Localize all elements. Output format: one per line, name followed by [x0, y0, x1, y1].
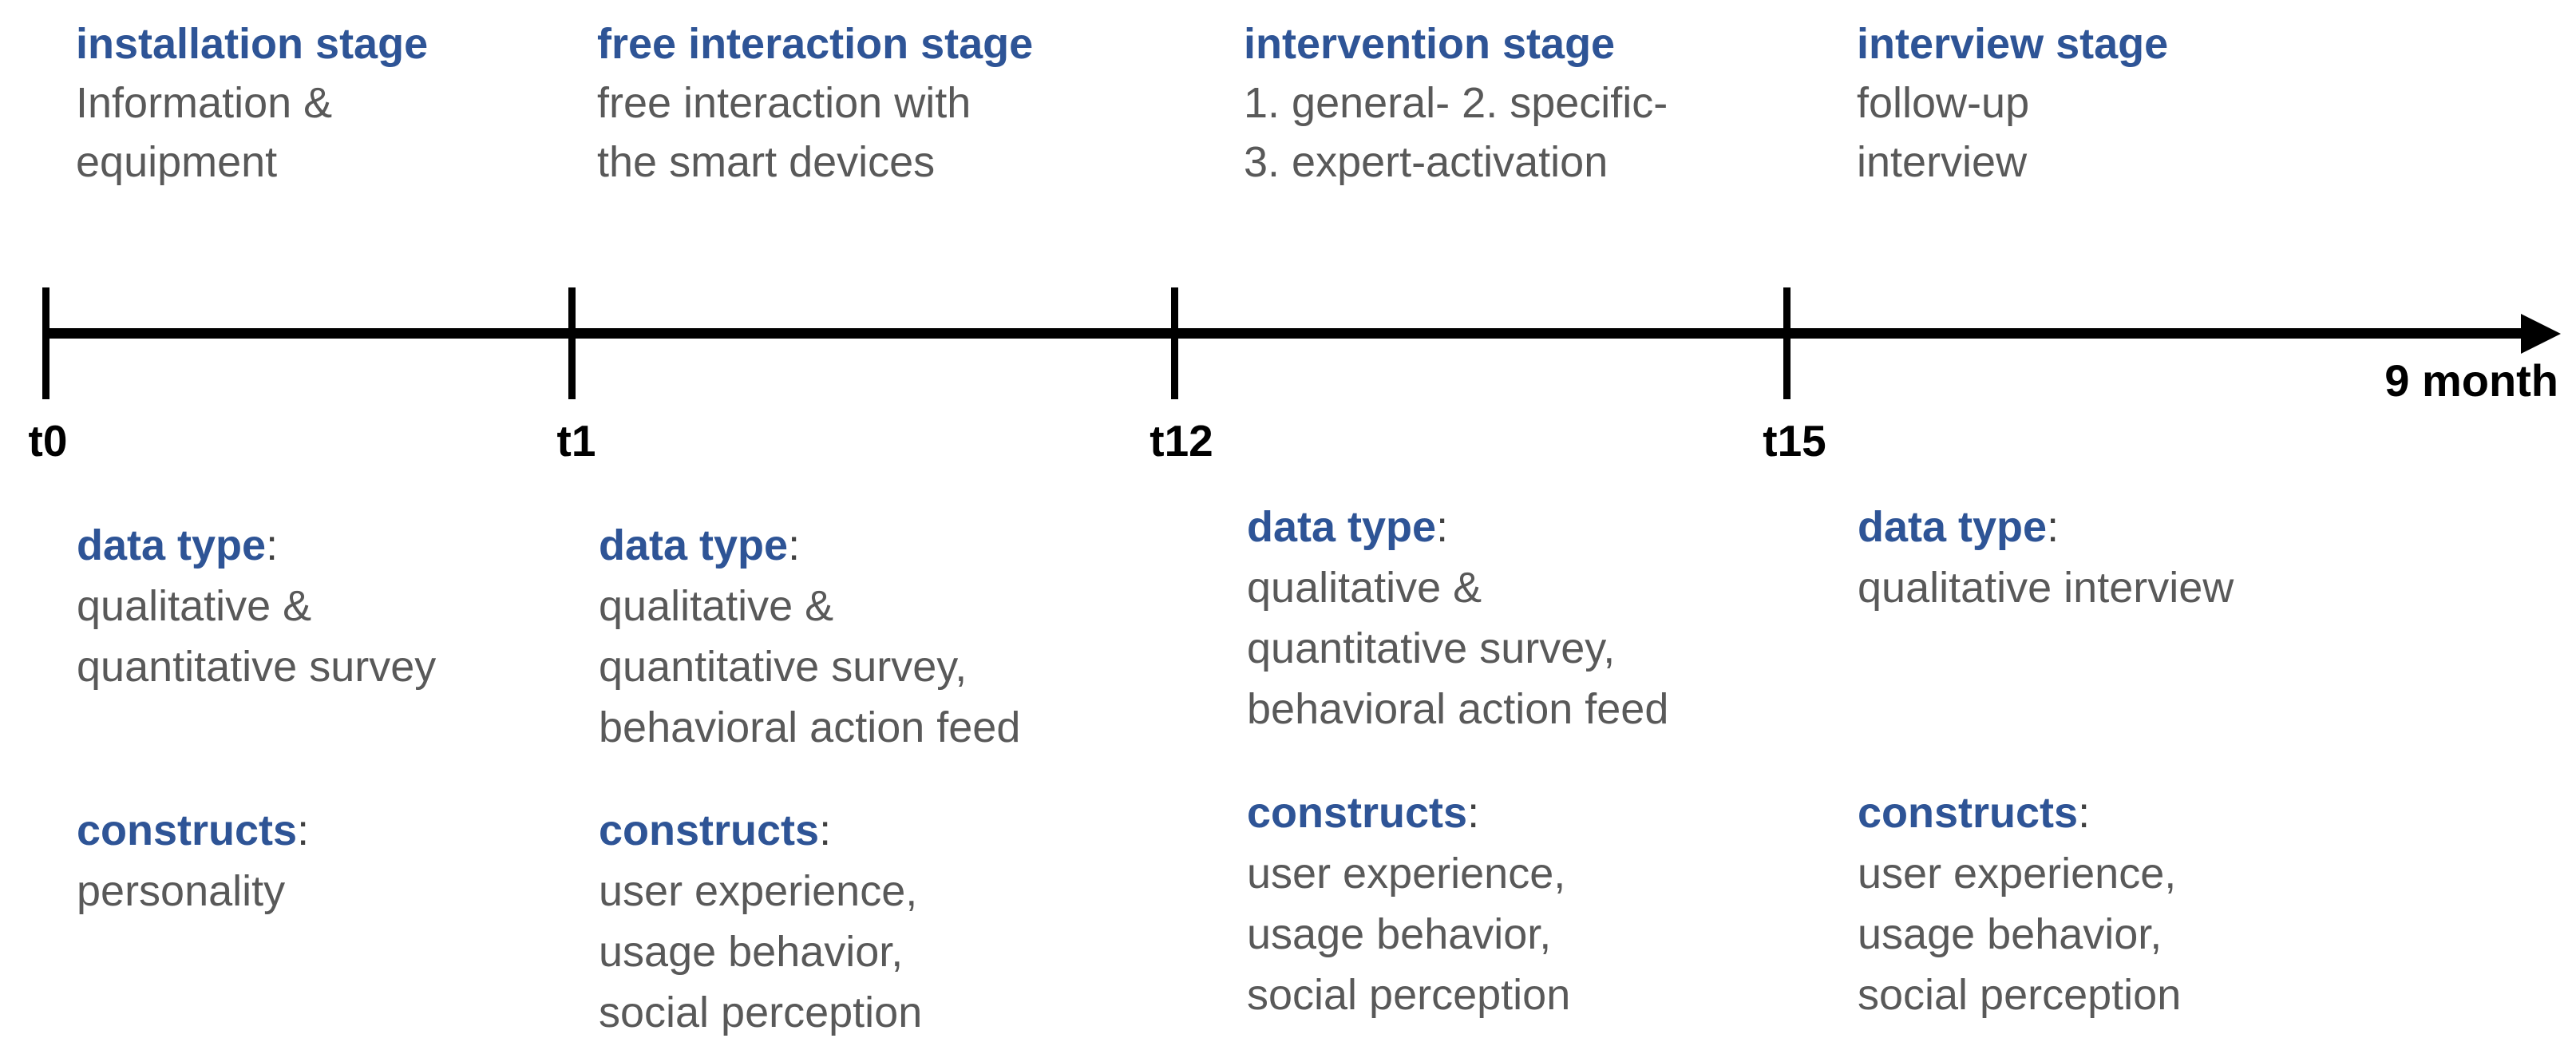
- stage-title: intervention stage: [1244, 20, 1616, 68]
- data-type-block-installation: data type: qualitative & quantitative su…: [77, 515, 603, 697]
- stage-block-free-interaction: free interaction stage free interaction …: [597, 14, 1033, 192]
- stage-subtitle: free interaction with the smart devices: [597, 79, 971, 186]
- constructs-label: constructs: [1858, 789, 2079, 837]
- constructs-value: user experience, usage behavior, social …: [1858, 850, 2182, 1019]
- constructs-value: user experience, usage behavior, social …: [1247, 850, 1571, 1019]
- constructs-label: constructs: [77, 806, 298, 854]
- data-type-label: data type: [1247, 503, 1437, 551]
- colon: :: [2078, 789, 2091, 837]
- tick-label-t1: t1: [556, 416, 596, 466]
- data-type-block-interview: data type: qualitative interview: [1858, 497, 2384, 618]
- data-type-value: qualitative & quantitative survey, behav…: [1247, 564, 1669, 733]
- timeline-end-label: 9 month: [2384, 355, 2558, 406]
- constructs-value: user experience, usage behavior, social …: [599, 867, 923, 1036]
- timeline-tick-t15: [1783, 287, 1791, 399]
- timeline-tick-t1: [568, 287, 576, 399]
- stage-block-interview: interview stage follow-up interview: [1857, 14, 2168, 192]
- constructs-block-free-interaction: constructs: user experience, usage behav…: [599, 800, 1126, 1043]
- colon: :: [819, 806, 832, 854]
- constructs-block-installation: constructs: personality: [77, 800, 603, 921]
- constructs-value: personality: [77, 867, 286, 915]
- stage-subtitle: follow-up interview: [1857, 79, 2030, 186]
- colon: :: [266, 521, 279, 569]
- timeline-tick-t0: [42, 287, 49, 399]
- stage-subtitle: 1. general- 2. specific- 3. expert-activ…: [1244, 79, 1668, 186]
- tick-label-t12: t12: [1150, 416, 1213, 466]
- colon: :: [297, 806, 310, 854]
- constructs-label: constructs: [1247, 789, 1468, 837]
- stage-subtitle: Information & equipment: [76, 79, 333, 186]
- data-type-label: data type: [1858, 503, 2048, 551]
- stage-title: free interaction stage: [597, 20, 1034, 68]
- tick-label-t0: t0: [28, 416, 68, 466]
- data-type-value: qualitative interview: [1858, 564, 2234, 612]
- data-type-label: data type: [599, 521, 789, 569]
- data-type-value: qualitative & quantitative survey: [77, 582, 437, 691]
- colon: :: [788, 521, 801, 569]
- colon: :: [2047, 503, 2060, 551]
- stage-title: installation stage: [76, 20, 429, 68]
- constructs-label: constructs: [599, 806, 820, 854]
- data-type-value: qualitative & quantitative survey, behav…: [599, 582, 1021, 751]
- stage-block-installation: installation stage Information & equipme…: [76, 14, 428, 192]
- colon: :: [1467, 789, 1480, 837]
- timeline-axis: [46, 328, 2525, 339]
- data-type-label: data type: [77, 521, 267, 569]
- stage-block-intervention: intervention stage 1. general- 2. specif…: [1244, 14, 1668, 192]
- constructs-block-interview: constructs: user experience, usage behav…: [1858, 783, 2384, 1025]
- stage-title: interview stage: [1857, 20, 2169, 68]
- constructs-block-intervention: constructs: user experience, usage behav…: [1247, 783, 1774, 1025]
- data-type-block-intervention: data type: qualitative & quantitative su…: [1247, 497, 1774, 739]
- tick-label-t15: t15: [1763, 416, 1826, 466]
- colon: :: [1436, 503, 1449, 551]
- data-type-block-free-interaction: data type: qualitative & quantitative su…: [599, 515, 1126, 758]
- timeline-tick-t12: [1171, 287, 1178, 399]
- timeline-arrowhead-icon: [2521, 314, 2561, 354]
